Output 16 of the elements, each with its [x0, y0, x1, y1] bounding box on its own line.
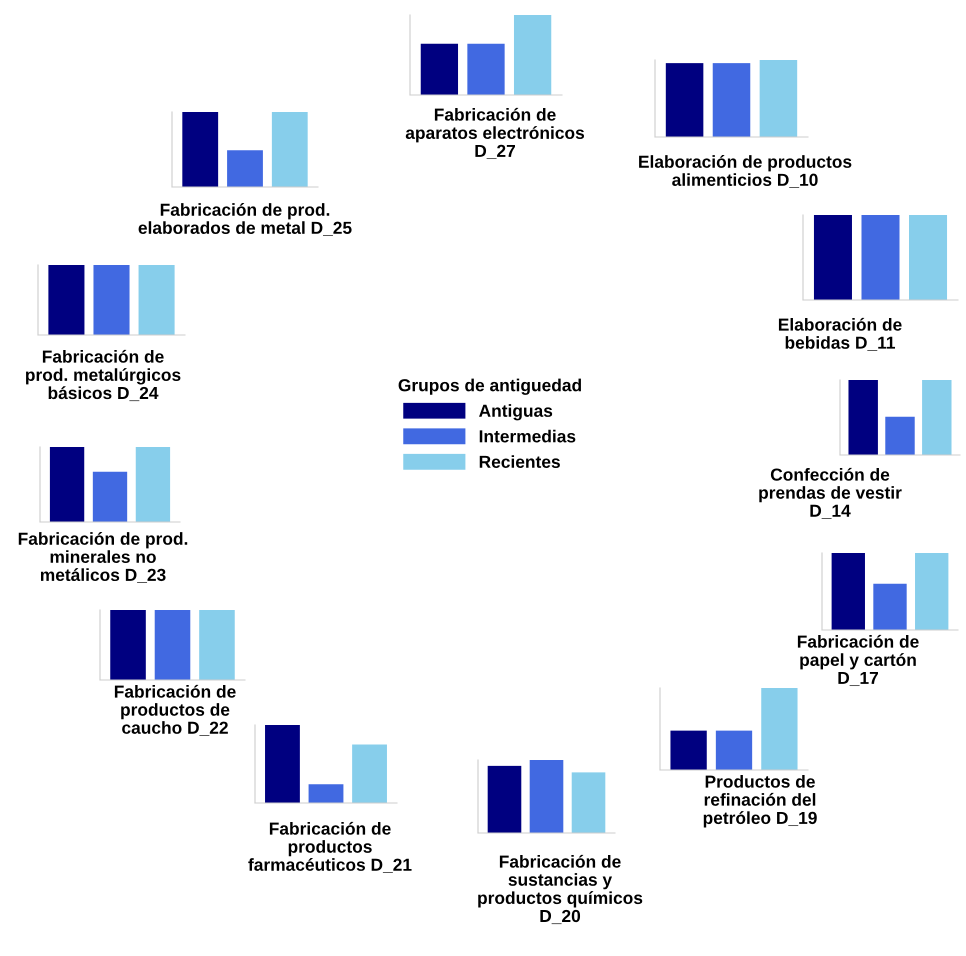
legend-title: Grupos de antiguedad [398, 378, 581, 395]
text: Fabricación de prod. minerales no metálicos D_23 [18, 532, 188, 583]
text: Fabricación de aparatos electrónicos D_27 [406, 108, 584, 160]
text: Elaboración de bebidas D_11 [778, 318, 902, 351]
legend-label: Antiguas [479, 404, 552, 420]
text: Fabricación de prod. elaborados de metal D_25 [138, 203, 352, 236]
text: Confección de prendas de vestir D_14 [759, 468, 902, 519]
text: Fabricación de sustancias y productos químicos D_20 [478, 854, 642, 924]
text: Elaboración de productos alimenticios D_10 [639, 155, 852, 188]
text: Productos de refinación del petróleo D_19 [704, 775, 817, 828]
text: Fabricación de papel y cartón D_17 [798, 634, 919, 686]
legend-label: Recientes [480, 455, 560, 468]
text: Fabricación de productos farmacéuticos D_21 [248, 822, 412, 873]
text: Fabricación de productos de caucho D_22 [114, 684, 236, 736]
text: Fabricación de prod. metalúrgicos básicos D_24 [26, 350, 180, 402]
legend-label: Intermedias [480, 430, 576, 442]
